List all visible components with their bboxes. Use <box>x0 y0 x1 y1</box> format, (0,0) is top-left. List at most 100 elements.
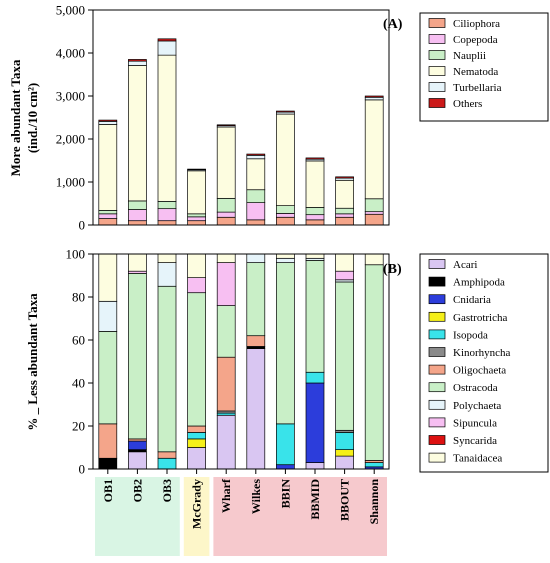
panel-b-bar-segment <box>305 371 325 384</box>
x-category-label: McGrady <box>190 479 204 529</box>
panel-a-bar-segment <box>364 198 384 213</box>
panel-a-bar-segment <box>128 60 147 66</box>
panel-b-bar-segment <box>276 257 295 263</box>
panel-b-bar-segment <box>187 253 206 278</box>
panel-b-bar-segment <box>187 438 206 448</box>
panel-a-bar-segment <box>98 124 118 211</box>
panel-a-bar-segment <box>98 121 118 125</box>
panel-a-bar-segment <box>335 213 354 218</box>
category-group-band <box>95 477 180 556</box>
panel-a-bar-segment <box>276 113 295 206</box>
panel-a-bar-segment <box>187 170 206 215</box>
panel-b-ytick-label: 60 <box>72 333 85 348</box>
x-category-label: Wilkes <box>249 479 263 514</box>
panel-b-legend-swatch <box>428 364 446 375</box>
panel-b-legend-label: Gastrotricha <box>453 312 507 324</box>
panel-b-ytick-label: 40 <box>72 376 85 391</box>
panel-a-bar-segment <box>364 213 384 226</box>
panel-a-legend-swatch <box>428 82 446 92</box>
panel-a-legend-label: Copepoda <box>453 34 498 46</box>
panel-b-legend-label: Acari <box>453 259 477 271</box>
panel-b-bar-segment <box>128 451 147 470</box>
panel-a-bar-segment <box>246 219 266 226</box>
panel-b-label: (B) <box>383 262 402 277</box>
panel-b-bar-segment <box>216 414 236 470</box>
panel-b-bar-segment <box>157 457 177 470</box>
panel-a-bar-segment <box>246 153 266 156</box>
panel-b-bar-segment <box>364 462 384 468</box>
panel-b-bar-segment <box>216 356 236 412</box>
panel-a-ylabel-line1: More abundant Taxa <box>8 59 23 176</box>
panel-a-bar-segment <box>364 99 384 200</box>
panel-b-legend-swatch <box>428 294 446 305</box>
panel-a-bar-segment <box>305 157 325 160</box>
panel-b-bar-segment <box>246 348 266 470</box>
panel-b-bar-segment <box>187 277 206 294</box>
panel-a-bar-segment <box>364 96 384 101</box>
x-category-label: Wharf <box>219 478 233 513</box>
panel-a-bar-segment <box>305 214 325 221</box>
panel-b-legend-swatch <box>428 329 446 340</box>
panel-b-bar-segment <box>335 281 354 431</box>
panel-a-yticks: 0 1,000 2,000 3,000 4,000 5,000 <box>56 3 93 233</box>
panel-b-bar-segment <box>98 300 118 332</box>
panel-a-bar-segment <box>187 216 206 222</box>
panel-a-bar-segment <box>246 154 266 160</box>
panel-a-bar-segment <box>335 179 354 209</box>
panel-b-bar-segment <box>187 432 206 440</box>
panel-a-bar-segment <box>216 216 236 226</box>
panel-b-legend-swatch <box>428 259 446 269</box>
panel-a-bar-segment <box>128 200 147 210</box>
panel-b-bar-segment <box>335 432 354 451</box>
panel-a-bar-segment <box>246 202 266 221</box>
panel-a-ylabel-line2: (ind./10 cm²) <box>25 83 40 153</box>
x-category-label: BBIN <box>278 479 292 509</box>
panel-b-legend-label: Syncarida <box>453 435 497 447</box>
panel-a-ytick-label: 0 <box>79 218 86 233</box>
panel-b-yticks: 0 20 40 60 80 100 <box>66 247 93 477</box>
panel-a-legend-swatch <box>428 66 446 76</box>
panel-b-legend-label: Oligochaeta <box>453 365 506 377</box>
panel-b-bar-segment <box>246 262 266 337</box>
panel-b-bar-segment <box>157 253 177 263</box>
panel-b-legend-swatch <box>428 399 446 410</box>
panel-b-ytick-label: 100 <box>66 247 86 262</box>
panel-b-legend-label: Polychaeta <box>453 400 501 412</box>
panel-a-bar-segment <box>246 189 266 203</box>
panel-b-legend-swatch <box>428 276 446 287</box>
panel-a-bar-segment <box>157 201 177 210</box>
panel-b-bar-segment <box>187 447 206 470</box>
panel-b-ytick-label: 80 <box>72 290 85 305</box>
panel-a-bar-segment <box>98 119 118 122</box>
panel-a-legend-swatch <box>428 98 446 108</box>
panel-b-ytick-label: 0 <box>79 462 86 477</box>
panel-a-bar-segment <box>98 210 118 215</box>
panel-a-label: (A) <box>383 17 403 32</box>
panel-b-legend-swatch <box>428 435 446 445</box>
panel-b-bar-segment <box>305 253 325 259</box>
panel-b-legend-swatch <box>428 452 446 463</box>
panel-a-bar-segment <box>157 54 177 202</box>
panel-b-bar-segment <box>98 253 118 302</box>
panel-b-bar-segment <box>364 264 384 461</box>
x-category-label: BBOUT <box>338 479 352 521</box>
panel-b-legend-swatch <box>428 417 446 428</box>
panel-a-legend-label: Others <box>453 98 482 110</box>
panel-a-bar-segment <box>216 197 236 213</box>
panel-b-legend-label: Ostracoda <box>453 382 498 394</box>
panel-a-bar-segment <box>98 213 118 219</box>
panel-a-legend-label: Nauplii <box>453 50 486 62</box>
panel-b-ylabel: % _ Less abundant Taxa <box>25 293 40 431</box>
panel-a-ytick-label: 3,000 <box>56 89 85 104</box>
panel-b-legend-swatch <box>428 382 446 393</box>
panel-b-bar-segment <box>157 285 177 453</box>
panel-b-bar-segment <box>246 335 266 347</box>
panel-a: More abundant Taxa (ind./10 cm²) 0 1,000 2… <box>8 3 549 233</box>
panel-a-bar-segment <box>128 59 147 62</box>
panel-b-bar-segment <box>98 331 118 425</box>
panel-b-bar-segment <box>128 253 147 272</box>
panel-a-bar-segment <box>128 220 147 226</box>
panel-a-bars <box>98 38 384 226</box>
panel-b-bar-segment <box>276 253 295 259</box>
